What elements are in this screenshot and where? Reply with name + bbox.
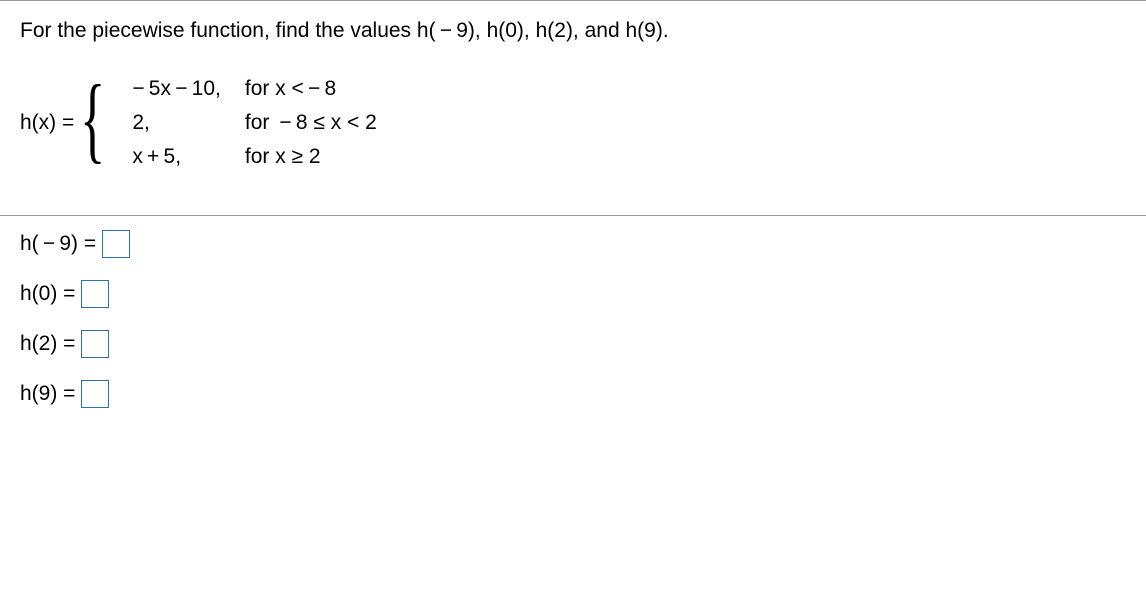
case-expression: − 5x − 10, — [132, 77, 245, 101]
answer-input-h-2[interactable] — [81, 330, 109, 358]
answer-label: h( − 9) = — [20, 232, 96, 256]
answer-input-h-9[interactable] — [81, 380, 109, 408]
case-condition: for − 8 ≤ x < 2 — [245, 111, 377, 135]
question-block: For the piecewise function, find the val… — [0, 1, 1146, 215]
case-row: − 5x − 10, for x < − 8 — [132, 77, 377, 101]
case-condition: for x < − 8 — [245, 77, 377, 101]
piecewise-definition: h(x) = { − 5x − 10, for x < − 8 2, for −… — [20, 67, 1126, 179]
answer-line: h(9) = — [20, 380, 1126, 408]
brace-icon: { — [80, 71, 105, 167]
cases-table: − 5x − 10, for x < − 8 2, for − 8 ≤ x < … — [132, 67, 377, 179]
answer-label: h(2) = — [20, 332, 75, 356]
case-expression: 2, — [132, 111, 245, 135]
case-condition: for x ≥ 2 — [245, 145, 377, 169]
answer-line: h(0) = — [20, 280, 1126, 308]
answer-line: h(2) = — [20, 330, 1126, 358]
answer-label: h(9) = — [20, 382, 75, 406]
question-text: For the piecewise function, find the val… — [20, 19, 1126, 43]
function-label: h(x) = — [20, 111, 80, 135]
answer-label: h(0) = — [20, 282, 75, 306]
answers-block: h( − 9) = h(0) = h(2) = h(9) = — [0, 216, 1146, 450]
answer-line: h( − 9) = — [20, 230, 1126, 258]
answer-input-h-0[interactable] — [81, 280, 109, 308]
answer-input-h-neg9[interactable] — [102, 230, 130, 258]
case-row: x + 5, for x ≥ 2 — [132, 145, 377, 169]
case-expression: x + 5, — [132, 145, 245, 169]
case-row: 2, for − 8 ≤ x < 2 — [132, 111, 377, 135]
